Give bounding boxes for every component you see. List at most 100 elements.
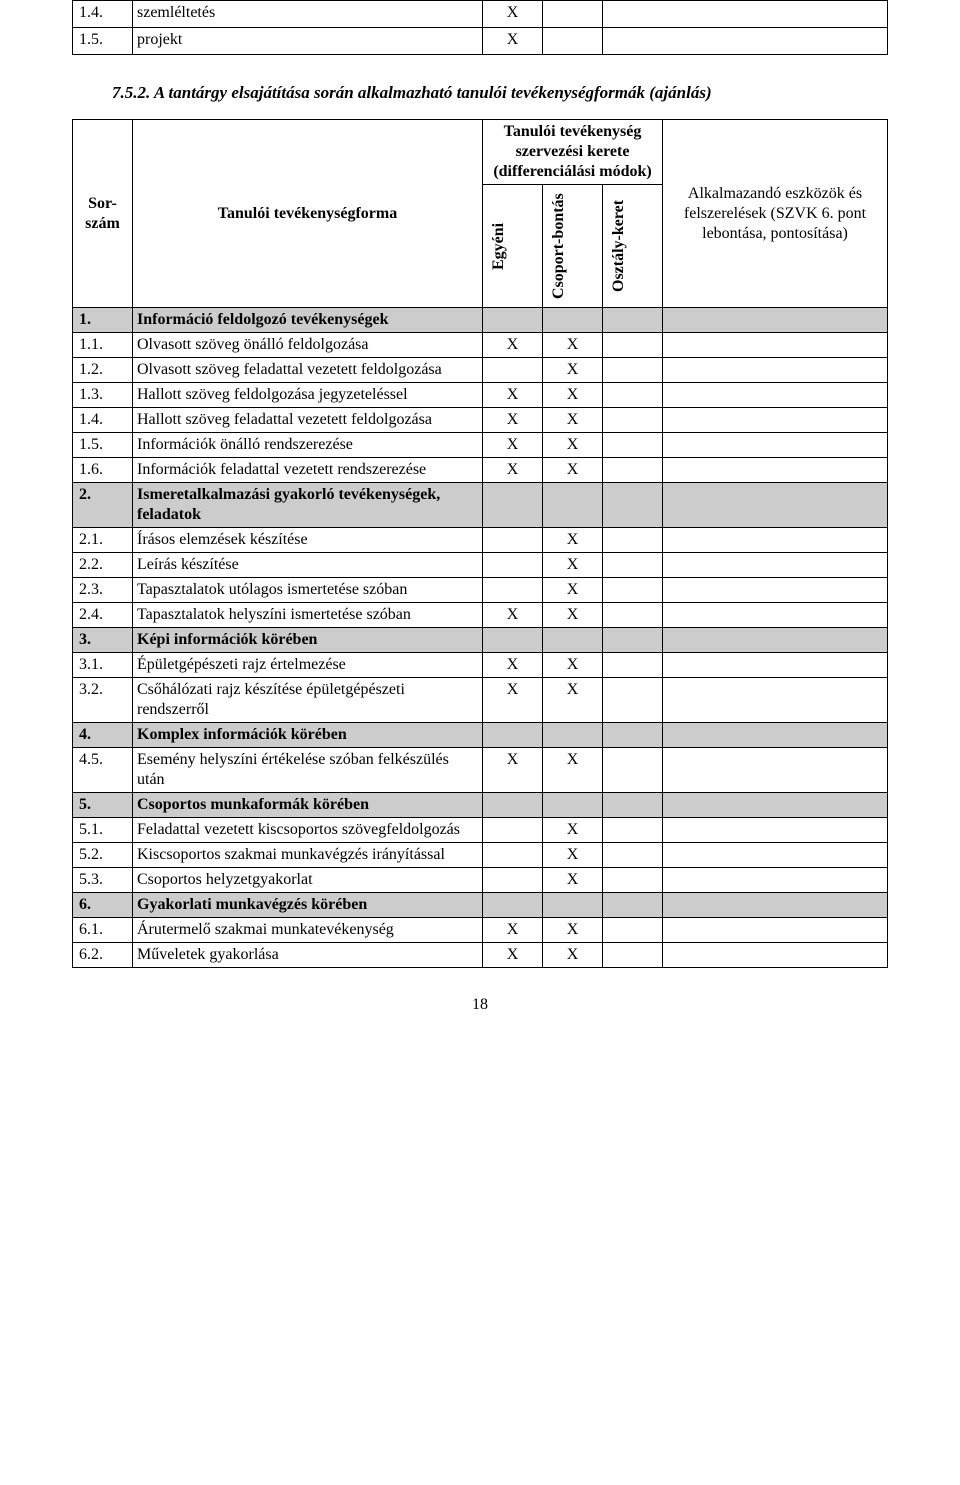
row-label: szemléltetés [133,1,483,28]
row-label: Tapasztalatok utólagos ismertetése szóba… [133,578,483,603]
cell-csoport [543,308,603,333]
cell-egyeni [483,843,543,868]
table-row: 1.2.Olvasott szöveg feladattal vezetett … [73,358,888,383]
top-table: 1.4.szemléltetésX1.5.projektX [72,0,888,55]
header-group: Tanulói tevékenység szervezési kerete (d… [483,120,663,185]
cell-osztaly [603,748,663,793]
row-num: 1.4. [73,1,133,28]
cell-csoport [543,723,603,748]
cell-csoport: X [543,458,603,483]
row-label: Csőhálózati rajz készítése épületgépésze… [133,678,483,723]
cell-csoport: X [543,868,603,893]
cell-alk [663,943,888,968]
table-row: 1.4.szemléltetésX [73,1,888,28]
cell-csoport: X [543,653,603,678]
cell-csoport [543,793,603,818]
cell-egyeni: X [483,408,543,433]
cell-egyeni: X [483,333,543,358]
row-num: 5.3. [73,868,133,893]
cell-osztaly [603,793,663,818]
cell-egyeni [483,358,543,383]
row-num: 2.1. [73,528,133,553]
cell-osztaly [603,433,663,458]
cell-egyeni [483,553,543,578]
row-num: 5.1. [73,818,133,843]
cell-osztaly [603,308,663,333]
cell-alk [663,653,888,678]
cell-csoport: X [543,678,603,723]
cell-alk [663,433,888,458]
cell-osztaly [603,918,663,943]
row-label: Ismeretalkalmazási gyakorló tevékenysége… [133,483,483,528]
header-osztaly: Osztály-keret [603,185,663,308]
cell-osztaly [603,483,663,528]
cell-alk [663,678,888,723]
header-tevforma: Tanulói tevékenységforma [133,120,483,308]
cell-alk [663,818,888,843]
cell-osztaly [603,723,663,748]
cell-osztaly [603,653,663,678]
cell-csoport: X [543,408,603,433]
cell-csoport: X [543,383,603,408]
cell-alk [663,578,888,603]
page-container: 1.4.szemléltetésX1.5.projektX 7.5.2. A t… [0,0,960,1054]
header-csoport: Csoport-bontás [543,185,603,308]
row-label: Épületgépészeti rajz értelmezése [133,653,483,678]
cell-csoport: X [543,748,603,793]
table-row: 4.Komplex információk körében [73,723,888,748]
row-num: 1.1. [73,333,133,358]
cell-csoport: X [543,333,603,358]
cell-alk [663,408,888,433]
cell-egyeni: X [483,943,543,968]
cell-osztaly [603,818,663,843]
row-num: 5.2. [73,843,133,868]
row-num: 2. [73,483,133,528]
table-row: 6.1.Árutermelő szakmai munkatevékenységX… [73,918,888,943]
row-num: 3.1. [73,653,133,678]
row-label: Információk feladattal vezetett rendszer… [133,458,483,483]
cell-alk [663,483,888,528]
cell-osztaly [603,528,663,553]
table-row: 1.5.projektX [73,28,888,55]
row-label: Olvasott szöveg önálló feldolgozása [133,333,483,358]
cell-csoport: X [543,553,603,578]
row-num: 3. [73,628,133,653]
table-row: 6.2.Műveletek gyakorlásaXX [73,943,888,968]
table-row: 2.Ismeretalkalmazási gyakorló tevékenysé… [73,483,888,528]
page-number: 18 [72,996,888,1014]
cell: X [483,28,543,55]
section-title-text: A tantárgy elsajátítása során alkalmazha… [154,83,712,102]
row-label: Írásos elemzések készítése [133,528,483,553]
row-label: Komplex információk körében [133,723,483,748]
row-num: 4. [73,723,133,748]
row-num: 3.2. [73,678,133,723]
row-num: 5. [73,793,133,818]
row-num: 2.2. [73,553,133,578]
row-num: 1. [73,308,133,333]
row-label: Hallott szöveg feldolgozása jegyzeteléss… [133,383,483,408]
cell-egyeni: X [483,748,543,793]
table-row: 1.1.Olvasott szöveg önálló feldolgozásaX… [73,333,888,358]
cell-csoport: X [543,603,603,628]
row-label: projekt [133,28,483,55]
cell-alk [663,748,888,793]
row-label: Csoportos munkaformák körében [133,793,483,818]
cell [543,1,603,28]
cell-csoport: X [543,433,603,458]
cell [603,28,888,55]
cell-osztaly [603,943,663,968]
cell: X [483,1,543,28]
cell-egyeni [483,483,543,528]
main-table: Sor-szám Tanulói tevékenységforma Tanuló… [72,119,888,968]
cell-osztaly [603,458,663,483]
row-label: Tapasztalatok helyszíni ismertetése szób… [133,603,483,628]
cell [543,28,603,55]
table-row: 1.4.Hallott szöveg feladattal vezetett f… [73,408,888,433]
row-num: 1.6. [73,458,133,483]
row-num: 6.1. [73,918,133,943]
table-row: 2.2.Leírás készítéseX [73,553,888,578]
cell-alk [663,843,888,868]
cell-csoport: X [543,918,603,943]
section-title: 7.5.2. A tantárgy elsajátítása során alk… [112,83,888,103]
cell-alk [663,868,888,893]
